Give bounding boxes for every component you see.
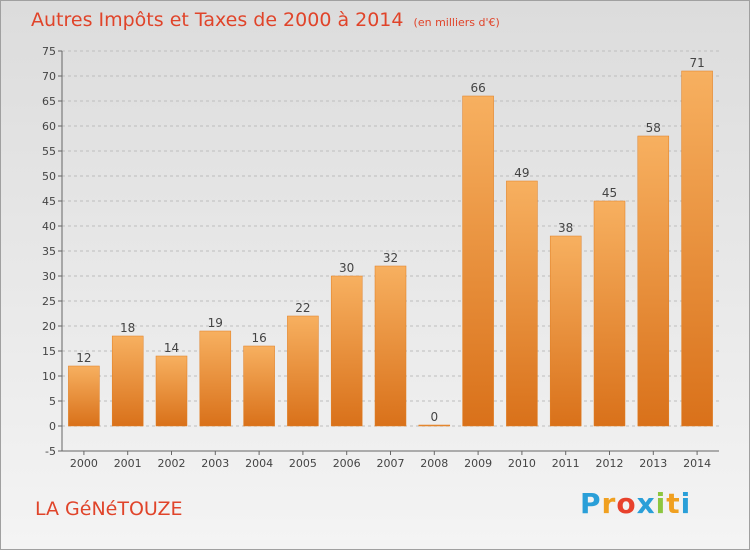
logo-letter: P	[580, 487, 602, 520]
bar-value-label: 38	[558, 221, 573, 235]
x-tick-label: 2001	[114, 457, 142, 470]
x-tick-label: 2014	[683, 457, 711, 470]
y-tick-label: 30	[42, 270, 56, 283]
bar-value-label: 14	[164, 341, 179, 355]
bar-value-label: 32	[383, 251, 398, 265]
bar	[506, 180, 538, 427]
bar	[593, 200, 626, 427]
chart-title-text: Autres Impôts et Taxes de 2000 à 2014	[31, 9, 404, 31]
y-tick-label: 25	[42, 295, 56, 308]
x-tick-label: 2006	[333, 457, 361, 470]
bar-value-label: 16	[251, 331, 266, 345]
y-tick-label: 10	[42, 370, 56, 383]
bar-value-label: 12	[76, 351, 91, 365]
y-tick-label: 15	[42, 345, 56, 358]
bar	[681, 70, 713, 427]
x-tick-label: 2003	[201, 457, 229, 470]
chart-subtitle: (en milliers d'€)	[413, 16, 500, 29]
x-tick-label: 2011	[552, 457, 580, 470]
y-tick-label: -5	[45, 445, 56, 458]
bar	[549, 235, 582, 427]
x-tick-label: 2002	[158, 457, 186, 470]
x-tick-label: 2009	[464, 457, 492, 470]
y-tick-label: 70	[42, 70, 56, 83]
x-tick-label: 2010	[508, 457, 536, 470]
bar	[637, 135, 670, 427]
bar	[287, 315, 319, 427]
bar-value-label: 0	[430, 410, 438, 424]
bar	[462, 95, 494, 427]
y-tick-label: 5	[49, 395, 56, 408]
x-tick-label: 2013	[639, 457, 667, 470]
bar-value-label: 19	[208, 316, 223, 330]
bar-value-label: 58	[646, 121, 661, 135]
logo-letter: r	[601, 487, 617, 520]
bar-value-label: 45	[602, 186, 617, 200]
logo-letter: x	[636, 487, 656, 520]
commune-name: LA GéNéTOUZE	[35, 498, 183, 520]
bar-value-label: 49	[514, 166, 529, 180]
bar-value-label: 66	[470, 81, 485, 95]
y-tick-label: 35	[42, 245, 56, 258]
bar	[68, 365, 100, 427]
logo-letter: i	[680, 487, 692, 520]
logo-letter: o	[616, 487, 637, 520]
y-tick-label: 50	[42, 170, 56, 183]
bar	[418, 424, 451, 427]
y-tick-label: 45	[42, 195, 56, 208]
bar-value-label: 22	[295, 301, 310, 315]
y-tick-label: 55	[42, 145, 56, 158]
bar-value-label: 30	[339, 261, 354, 275]
logo-letter: t	[666, 487, 681, 520]
y-tick-label: 0	[49, 420, 56, 433]
y-tick-label: 65	[42, 95, 56, 108]
bar-value-label: 18	[120, 321, 135, 335]
proxiti-logo: Proxiti	[580, 487, 691, 520]
x-tick-label: 2004	[245, 457, 273, 470]
bar	[199, 330, 232, 427]
logo-letter: i	[655, 487, 667, 520]
x-tick-label: 2000	[70, 457, 98, 470]
bar	[155, 355, 188, 427]
bar	[243, 345, 275, 427]
x-tick-label: 2007	[377, 457, 405, 470]
bar-value-label: 71	[689, 56, 704, 70]
x-tick-label: 2008	[420, 457, 448, 470]
x-tick-label: 2012	[596, 457, 624, 470]
bar	[330, 275, 363, 427]
y-tick-label: 20	[42, 320, 56, 333]
x-tick-label: 2005	[289, 457, 317, 470]
y-tick-label: 40	[42, 220, 56, 233]
y-tick-label: 60	[42, 120, 56, 133]
bar	[374, 265, 407, 427]
bar	[111, 335, 144, 427]
chart-title: Autres Impôts et Taxes de 2000 à 2014 (e…	[31, 9, 500, 31]
y-tick-label: 75	[42, 45, 56, 58]
